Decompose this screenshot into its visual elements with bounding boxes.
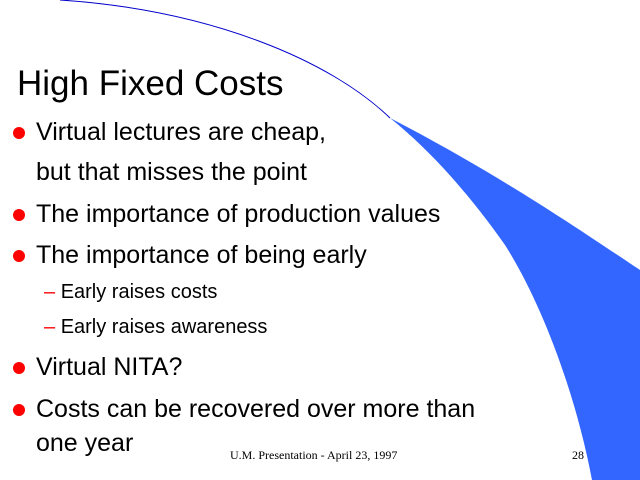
bullet-text: Virtual lectures are cheap,	[36, 118, 326, 146]
slide-title: High Fixed Costs	[17, 64, 284, 103]
sub-bullet-text: Early raises costs	[60, 281, 218, 303]
bullet-text: The importance of production values	[36, 200, 441, 228]
bullet-continuation: one year	[36, 429, 134, 457]
bullet-dot	[13, 404, 25, 416]
footer-text: U.M. Presentation - April 23, 1997	[230, 448, 398, 462]
sub-bullet-text: Early raises awareness	[60, 316, 268, 338]
bullet-dot	[13, 362, 25, 374]
dash-marker: –	[44, 281, 61, 303]
bullet-continuation: but that misses the point	[36, 158, 307, 186]
dash-marker: –	[44, 316, 61, 338]
sub-bullet: – Early raises awareness	[44, 315, 267, 339]
bullet-dot	[13, 209, 25, 221]
swoosh-blue-shape	[390, 118, 640, 480]
bullet-text: The importance of being early	[36, 241, 367, 269]
bullet-text: Costs can be recovered over more than	[36, 395, 476, 423]
page-number: 28	[572, 448, 584, 462]
bullet-text: Virtual NITA?	[36, 353, 183, 381]
bullet-dot	[13, 250, 25, 262]
swoosh-arc-line	[59, 0, 391, 119]
bullet-dot	[13, 127, 25, 139]
sub-bullet: – Early raises costs	[44, 280, 217, 304]
